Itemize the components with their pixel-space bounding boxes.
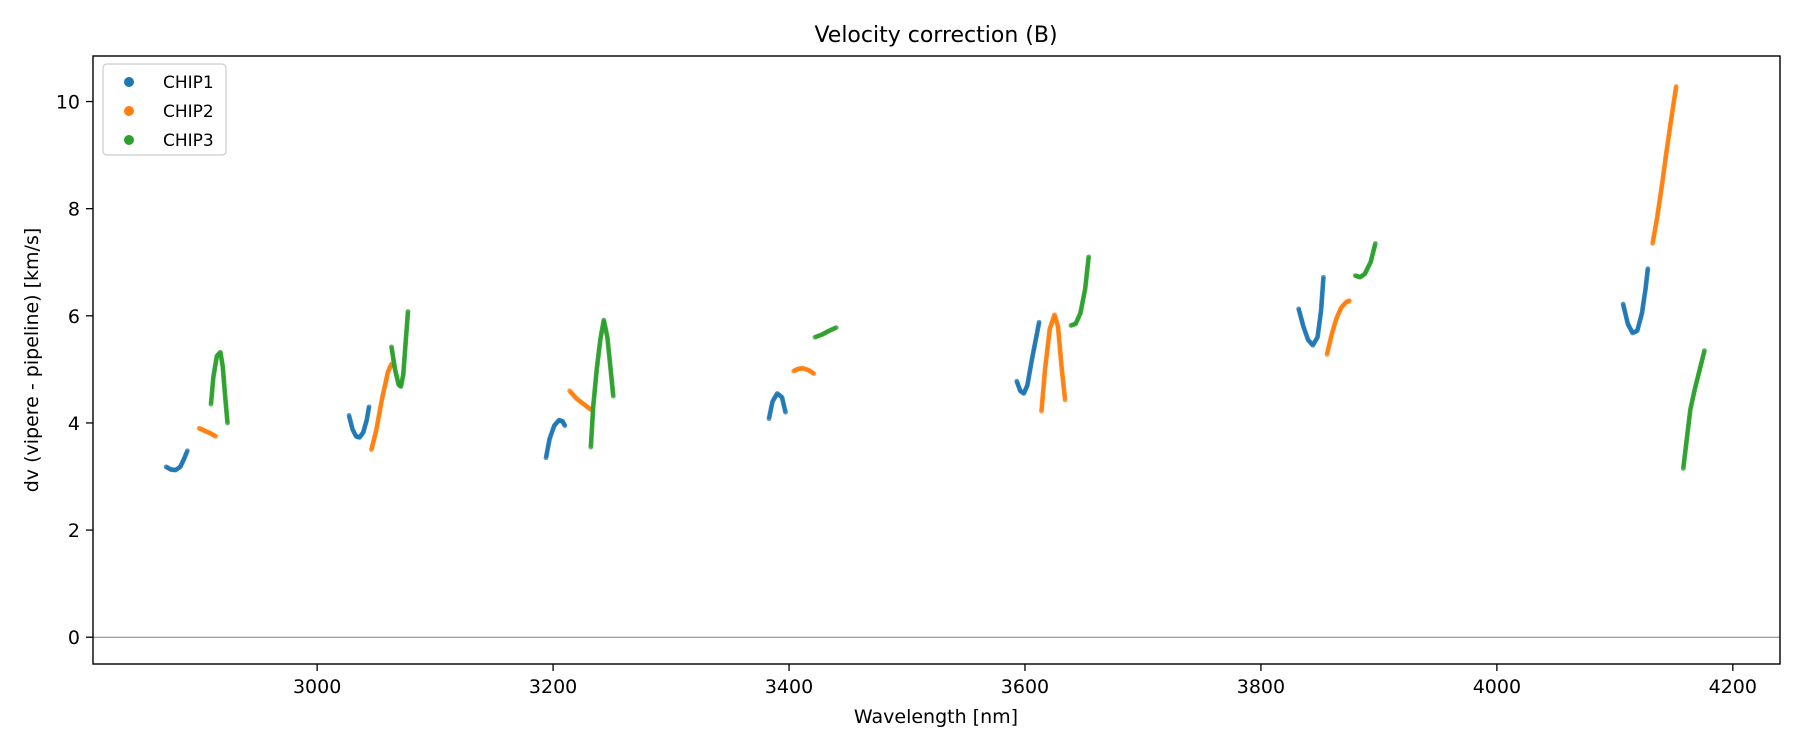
y-tick-label: 4: [68, 413, 80, 435]
data-point: [562, 423, 568, 429]
series-chip1: [163, 266, 1651, 473]
data-point: [366, 404, 372, 410]
legend-marker-chip3: [124, 135, 134, 145]
data-points-layer: [163, 84, 1707, 473]
data-point: [213, 433, 219, 439]
data-point: [405, 309, 411, 314]
x-tick-label: 3400: [765, 676, 813, 698]
data-point: [184, 448, 190, 454]
data-point: [1702, 348, 1707, 354]
x-axis-label: Wavelength [nm]: [854, 706, 1018, 728]
data-point: [833, 325, 839, 330]
data-point: [1645, 266, 1651, 272]
x-tick-label: 3600: [1001, 676, 1049, 698]
y-tick-label: 2: [68, 520, 80, 542]
chart-title: Velocity correction (B): [814, 23, 1057, 48]
x-tick-label: 4200: [1709, 676, 1757, 698]
plot-background: [93, 56, 1780, 664]
legend-marker-chip2: [124, 106, 134, 116]
data-point: [783, 409, 788, 415]
legend-box: [102, 63, 227, 156]
data-point: [610, 393, 616, 399]
y-axis-label: dv (vipere - pipeline) [km/s]: [21, 228, 43, 493]
data-point: [1036, 319, 1042, 325]
data-point: [1086, 254, 1092, 260]
data-point: [1372, 241, 1378, 246]
plot-area: [92, 55, 1781, 665]
plot-frame: [92, 55, 1781, 665]
data-point: [1673, 84, 1679, 89]
data-point: [1347, 298, 1352, 304]
x-tick-label: 3000: [293, 676, 341, 698]
y-tick-label: 8: [68, 199, 80, 221]
legend-label-chip3: CHIP3: [163, 131, 214, 151]
data-point: [811, 371, 817, 377]
data-point: [1062, 397, 1068, 403]
legend-label-chip2: CHIP2: [163, 102, 214, 122]
data-point: [1321, 274, 1326, 280]
y-tick-label: 6: [68, 306, 80, 328]
x-tick-label: 3200: [529, 676, 577, 698]
legend-marker-chip1: [124, 77, 134, 87]
x-tick-label: 3800: [1237, 676, 1285, 698]
y-tick-label: 10: [56, 92, 80, 114]
x-tick-label: 4000: [1473, 676, 1521, 698]
y-axis-ticks: 0 2 4 6 8 10: [56, 92, 93, 649]
y-tick-label: 0: [68, 627, 80, 649]
series-chip3: [208, 241, 1707, 471]
legend-label-chip1: CHIP1: [163, 73, 214, 93]
data-point: [225, 420, 230, 426]
x-axis-ticks: 3000 3200 3400 3600 3800 4000 4200: [293, 664, 1757, 698]
legend: CHIP1 CHIP2 CHIP3: [102, 63, 227, 156]
